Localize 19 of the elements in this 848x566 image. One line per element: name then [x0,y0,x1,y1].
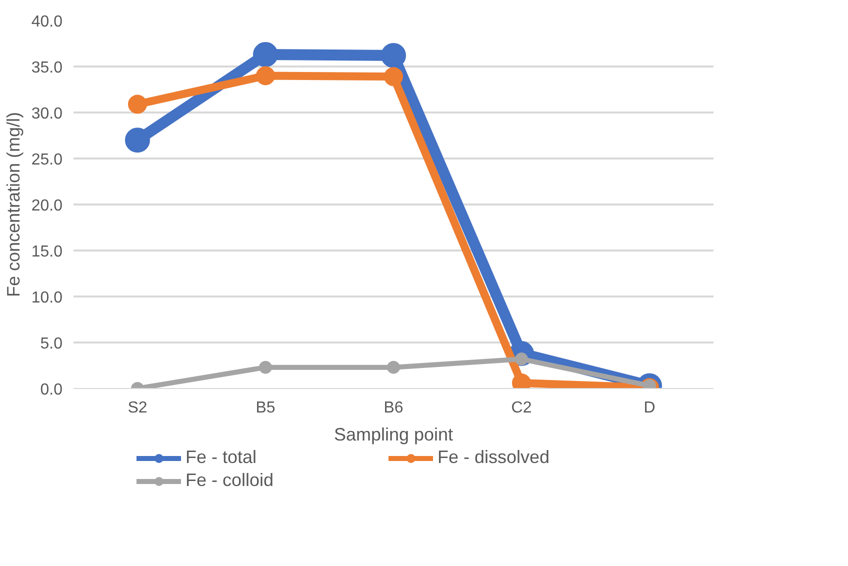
y-tick-label: 15.0 [31,244,63,260]
x-axis-title: Sampling point [334,424,454,444]
x-tick-label: C2 [511,400,532,416]
y-tick-label: 10.0 [31,290,63,306]
x-tick-label: B6 [384,400,404,416]
y-tick-label: 0.0 [40,382,63,398]
y-tick-label: 40.0 [31,14,63,30]
x-tick-label: S2 [128,400,148,416]
x-tick-label: D [644,400,656,416]
y-tick-label: 20.0 [31,198,63,214]
y-axis-title: Fe concentration (mg/l) [3,112,24,298]
y-tick-label: 30.0 [31,106,63,122]
legend-label: Fe - colloid [186,470,275,491]
legend-label: Fe - total [186,447,258,468]
legend-label: Fe - dissolved [438,447,551,468]
y-tick-label: 5.0 [40,336,63,352]
y-tick-label: 25.0 [31,152,63,168]
x-tick-label: B5 [256,400,276,416]
y-tick-label: 35.0 [31,60,63,76]
